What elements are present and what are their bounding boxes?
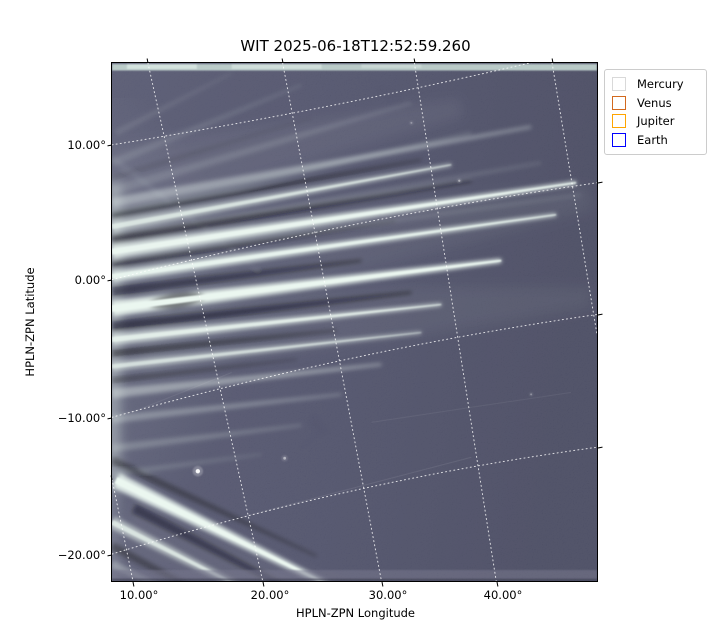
y-axis-label: HPLN-ZPN Latitude	[23, 267, 37, 377]
legend-item-mercury: Mercury	[612, 75, 699, 94]
legend-swatch-earth	[612, 132, 626, 147]
y-tick-label: 10.00°	[67, 138, 106, 152]
legend-swatch-jupiter	[612, 114, 626, 129]
heliospheric-image	[112, 63, 597, 581]
legend-label: Venus	[637, 95, 672, 110]
legend: Mercury Venus Jupiter Earth	[604, 69, 707, 155]
legend-item-venus: Venus	[612, 94, 699, 113]
x-tick-label: 40.00°	[483, 588, 523, 602]
plot-image-frame	[111, 62, 598, 582]
x-tick-label: 20.00°	[250, 588, 290, 602]
legend-item-jupiter: Jupiter	[612, 112, 699, 131]
y-tick-label: −10.00°	[57, 411, 106, 425]
plot-title: WIT 2025-06-18T12:52:59.260	[240, 37, 471, 55]
x-tick-label: 10.00°	[119, 588, 159, 602]
legend-item-earth: Earth	[612, 131, 699, 150]
legend-label: Mercury	[637, 77, 684, 92]
legend-swatch-venus	[612, 95, 626, 110]
legend-label: Jupiter	[637, 114, 675, 129]
x-tick-label: 30.00°	[368, 588, 408, 602]
legend-swatch-mercury	[612, 77, 626, 92]
y-tick-label: −20.00°	[57, 548, 106, 562]
y-tick-label: 0.00°	[74, 273, 106, 287]
legend-label: Earth	[637, 132, 668, 147]
x-axis-label: HPLN-ZPN Longitude	[295, 606, 415, 620]
